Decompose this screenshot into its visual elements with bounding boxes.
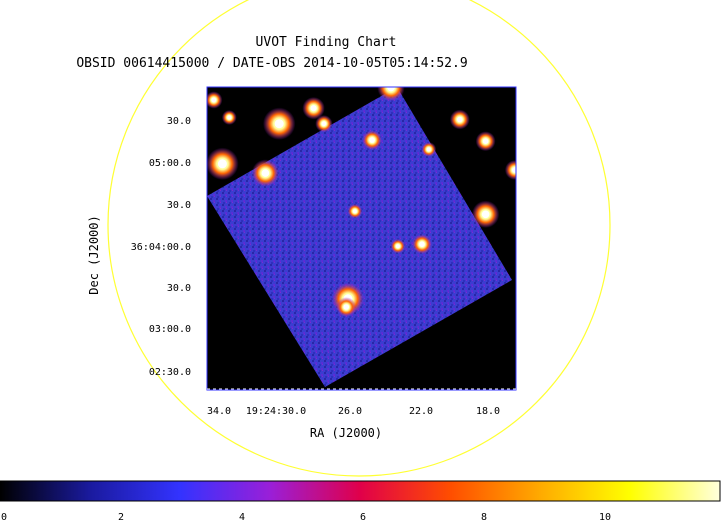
source-point	[343, 304, 350, 310]
source-point	[227, 115, 232, 120]
source-point	[426, 147, 431, 152]
source-point	[321, 121, 327, 127]
colorbar-tick-label: 0	[1, 512, 7, 521]
chart-title: UVOT Finding Chart	[256, 35, 397, 50]
x-tick-label: 26.0	[338, 406, 362, 417]
y-tick-label: 30.0	[167, 116, 191, 127]
source-point	[481, 210, 490, 219]
y-tick-label: 02:30.0	[149, 367, 191, 378]
source-halo	[504, 160, 516, 180]
x-axis-label: RA (J2000)	[310, 426, 382, 440]
x-tick-label: 18.0	[476, 406, 500, 417]
field-of-view-circle	[107, 0, 611, 477]
source-point	[261, 169, 270, 177]
colorbar-tick-label: 6	[360, 512, 366, 521]
source-point	[419, 241, 425, 247]
source-point	[512, 167, 516, 173]
source-point	[369, 137, 375, 143]
y-tick-label: 30.0	[167, 283, 191, 294]
source-point	[352, 209, 357, 214]
exposure-footprint	[207, 87, 512, 387]
x-tick-label: 34.0	[207, 406, 231, 417]
colorbar-tick-label: 2	[118, 512, 124, 521]
source-point	[217, 159, 227, 169]
y-tick-label: 36:04:00.0	[131, 242, 191, 253]
source-point	[211, 97, 217, 103]
y-tick-label: 05:00.0	[149, 158, 191, 169]
source-point	[387, 87, 395, 92]
colorbar-tick-label: 8	[481, 512, 487, 521]
y-axis-label: Dec (J2000)	[87, 215, 101, 294]
source-point	[310, 105, 317, 112]
colorbar-gradient	[0, 480, 721, 502]
colorbar-tick-label: 4	[239, 512, 245, 521]
colorbar: 0 2 4 6 8 10	[0, 480, 721, 521]
chart-subtitle: OBSID 00614415000 / DATE-OBS 2014-10-05T…	[76, 56, 467, 71]
x-tick-label: 19:24:30.0	[246, 406, 306, 417]
source-point	[274, 119, 284, 129]
y-tick-label: 03:00.0	[149, 324, 191, 335]
source-halo	[377, 87, 405, 102]
y-tick-label: 30.0	[167, 200, 191, 211]
colorbar-tick-label: 10	[599, 512, 611, 521]
image-frame	[206, 86, 517, 391]
colorbar-tick-labels: 0 2 4 6 8 10	[1, 512, 611, 521]
y-tick-labels: 30.0 05:00.0 30.0 36:04:00.0 30.0 03:00.0 02:3…	[131, 116, 191, 378]
source-point	[457, 116, 463, 123]
source-point	[482, 138, 489, 144]
image-panel	[206, 86, 517, 391]
source-point	[395, 244, 400, 249]
x-tick-label: 22.0	[409, 406, 433, 417]
x-tick-labels: 34.0 19:24:30.0 26.0 22.0 18.0	[207, 406, 500, 417]
